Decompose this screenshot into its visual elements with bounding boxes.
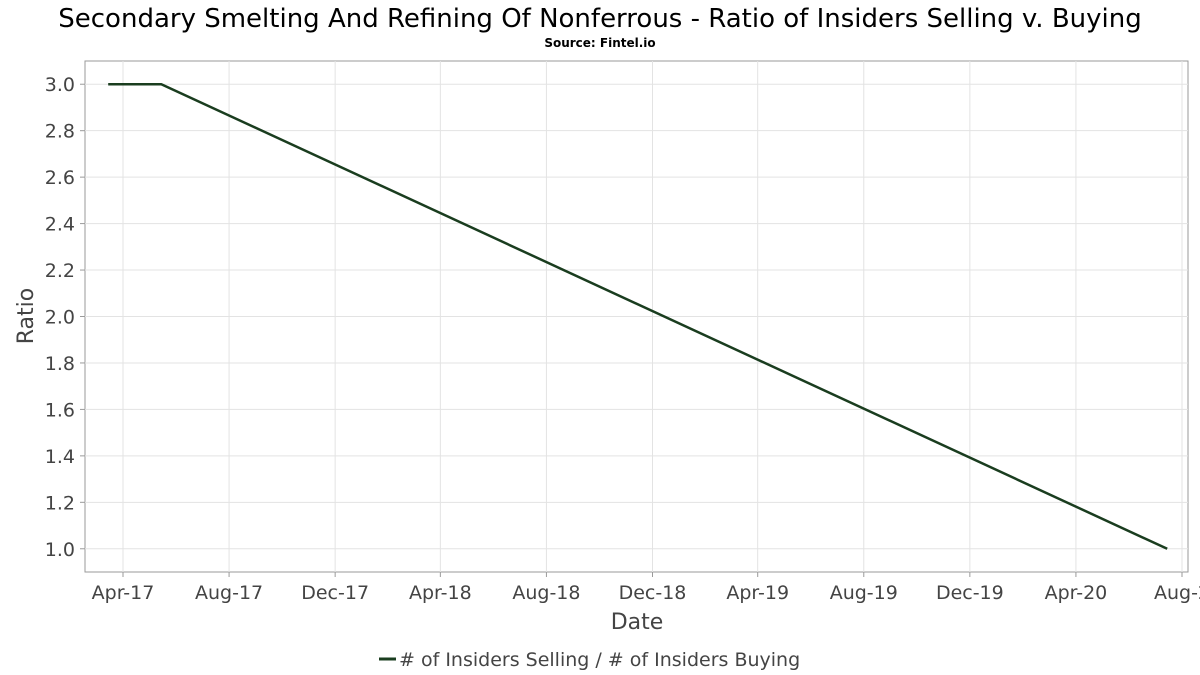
chart-subtitle: Source: Fintel.io [544,36,655,50]
y-axis: 1.0 1.2 1.4 1.6 1.8 2.0 2.2 2.4 2.6 2.8 3.0 [45,74,85,561]
x-axis: Apr-17 Aug-17 Dec-17 Apr-18 Aug-18 Dec-18 Apr-… [92,572,1200,604]
y-tick-label: 2.4 [45,214,75,236]
x-tick-label: Aug-19 [830,582,898,604]
y-tick-label: 1.0 [45,539,75,561]
y-tick-label: 1.6 [45,399,75,421]
legend: # of Insiders Selling / # of Insiders Bu… [379,649,800,671]
y-tick-label: 2.8 [45,121,75,143]
grid-lines [85,61,1188,572]
x-tick-label: Apr-20 [1045,582,1108,604]
legend-label: # of Insiders Selling / # of Insiders Bu… [399,649,800,671]
x-tick-label: Apr-19 [726,582,789,604]
chart-title: Secondary Smelting And Refining Of Nonfe… [58,4,1141,34]
x-axis-label: Date [611,610,664,635]
x-tick-label: Dec-18 [619,582,687,604]
y-tick-label: 1.4 [45,446,75,468]
y-tick-label: 1.8 [45,353,75,375]
x-tick-label: Aug-18 [512,582,580,604]
x-tick-label: Dec-17 [301,582,369,604]
x-tick-label: Apr-18 [409,582,472,604]
x-tick-label: Apr-17 [92,582,155,604]
y-tick-label: 3.0 [45,74,75,96]
y-tick-label: 2.0 [45,307,75,329]
x-tick-label: Aug-17 [195,582,263,604]
y-axis-label: Ratio [14,288,39,344]
y-tick-label: 1.2 [45,492,75,514]
y-tick-label: 2.6 [45,167,75,189]
x-tick-label: Dec-19 [936,582,1004,604]
y-tick-label: 2.2 [45,260,75,282]
series-line [108,82,1168,550]
x-tick-label: Aug-2 [1154,582,1200,604]
series-group [108,82,1168,550]
